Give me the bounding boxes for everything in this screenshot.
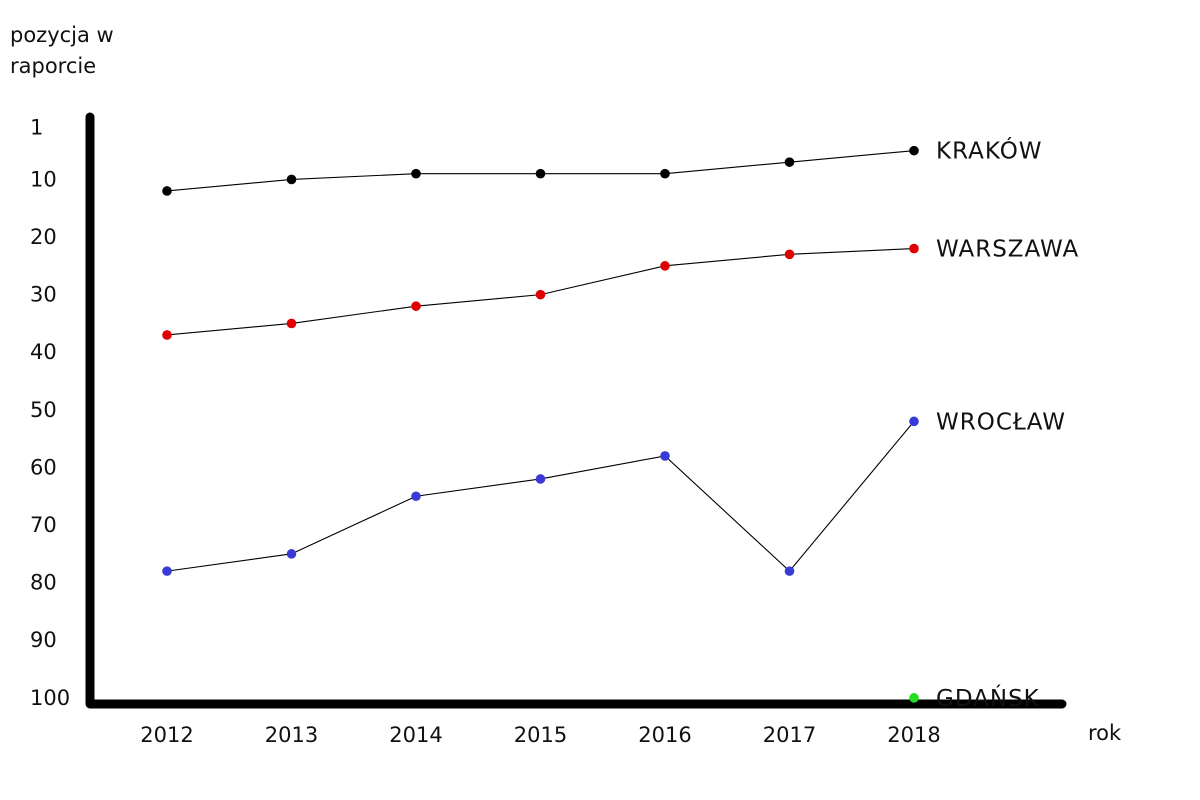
y-tick-labels: 1 10 20 30 40 50 60 70 80 90 100 (30, 116, 70, 710)
x-axis-label: rok (1088, 721, 1122, 745)
data-point (784, 249, 795, 260)
y-tick-label: 20 (30, 225, 57, 249)
y-tick-label: 100 (30, 686, 70, 710)
x-tick-label: 2015 (514, 723, 567, 747)
series-label: WARSZAWA (936, 237, 1079, 263)
data-point (909, 145, 919, 156)
x-tick-label: 2014 (389, 723, 442, 747)
y-tick-label: 70 (30, 513, 57, 537)
data-point (535, 168, 546, 179)
data-point (411, 301, 421, 311)
data-point (286, 318, 297, 329)
y-tick-label: 30 (30, 283, 57, 307)
series-label: GDAŃSK (936, 684, 1040, 712)
data-point (535, 474, 546, 484)
axis-lines (85, 112, 1067, 709)
y-tick-label: 1 (30, 116, 43, 140)
axes (85, 112, 1067, 709)
y-tick-label: 90 (30, 628, 57, 652)
data-point (162, 566, 172, 576)
data-point (660, 168, 670, 179)
y-tick-label: 10 (30, 167, 57, 191)
data-point (784, 157, 795, 167)
y-tick-label: 60 (30, 455, 57, 479)
series-line (166, 421, 915, 572)
y-tick-label: 80 (30, 571, 57, 595)
y-axis-label: pozycja w raporcie (10, 23, 114, 78)
series-group (162, 145, 919, 703)
series-labels: KRAKÓW WARSZAWA WROCŁAW GDAŃSK (936, 137, 1079, 712)
x-tick-label: 2012 (140, 723, 193, 747)
x-tick-label: 2016 (638, 723, 691, 747)
data-point (909, 416, 919, 427)
data-point (535, 289, 546, 300)
y-tick-label: 50 (30, 398, 57, 422)
data-point (411, 168, 421, 179)
data-point (162, 330, 172, 340)
series-label: KRAKÓW (936, 137, 1043, 165)
data-point (660, 451, 670, 461)
x-tick-labels: 2012 2013 2014 2015 2016 2017 2018 (140, 723, 940, 747)
data-point (286, 549, 297, 559)
data-point (909, 693, 919, 703)
x-tick-label: 2013 (265, 723, 318, 747)
series-label: WROCŁAW (936, 409, 1066, 435)
x-tick-label: 2017 (763, 723, 816, 747)
data-point (909, 243, 919, 254)
data-point (411, 491, 421, 502)
data-point (286, 174, 297, 185)
data-point (162, 186, 172, 196)
data-point (784, 566, 795, 576)
data-point (660, 261, 670, 271)
y-tick-label: 40 (30, 340, 57, 364)
x-tick-label: 2018 (887, 723, 940, 747)
